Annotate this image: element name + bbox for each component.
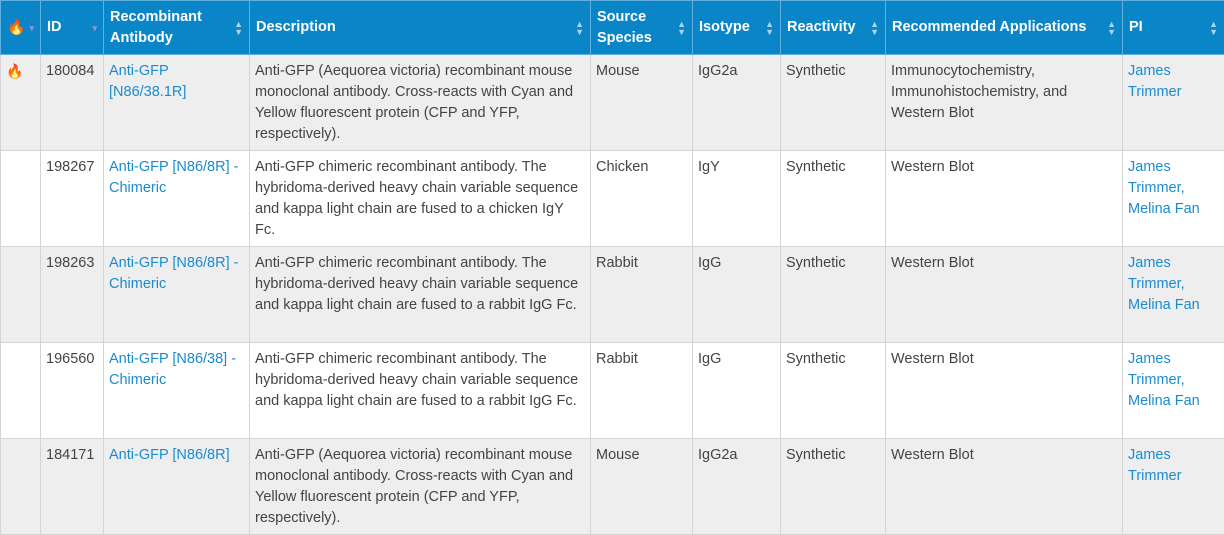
sort-icon: ▲▼ — [1107, 20, 1116, 36]
sort-icon: ▲▼ — [870, 20, 879, 36]
reactivity-cell: Synthetic — [781, 439, 886, 535]
header-isotype[interactable]: Isotype▲▼ — [693, 1, 781, 55]
reactivity-cell: Synthetic — [781, 55, 886, 151]
header-species[interactable]: Source Species▲▼ — [591, 1, 693, 55]
antibody-cell: Anti-GFP [N86/38.1R] — [104, 55, 250, 151]
header-antibody[interactable]: Recombinant Antibody▲▼ — [104, 1, 250, 55]
isotype-cell: IgG2a — [693, 439, 781, 535]
flame-icon: 🔥 — [7, 19, 26, 36]
reactivity-cell: Synthetic — [781, 343, 886, 439]
id-cell: 196560 — [41, 343, 104, 439]
header-applications[interactable]: Recommended Applications▲▼ — [886, 1, 1123, 55]
isotype-cell: IgY — [693, 151, 781, 247]
sort-icon: ▲▼ — [1209, 20, 1218, 36]
description-cell: Anti-GFP chimeric recombinant antibody. … — [250, 247, 591, 343]
applications-cell: Immunocytochemistry, Immunohistochemistr… — [886, 55, 1123, 151]
pi-link[interactable]: James Trimmer, Melina Fan — [1128, 255, 1200, 313]
id-cell: 198263 — [41, 247, 104, 343]
header-hot[interactable]: 🔥▾ — [1, 1, 41, 55]
hot-cell — [1, 343, 41, 439]
antibody-cell: Anti-GFP [N86/38] - Chimeric — [104, 343, 250, 439]
description-cell: Anti-GFP (Aequorea victoria) recombinant… — [250, 439, 591, 535]
isotype-cell: IgG2a — [693, 55, 781, 151]
species-cell: Rabbit — [591, 343, 693, 439]
antibody-cell: Anti-GFP [N86/8R] — [104, 439, 250, 535]
antibody-link[interactable]: Anti-GFP [N86/38] - Chimeric — [109, 351, 236, 388]
description-cell: Anti-GFP chimeric recombinant antibody. … — [250, 151, 591, 247]
applications-cell: Western Blot — [886, 439, 1123, 535]
description-cell: Anti-GFP chimeric recombinant antibody. … — [250, 343, 591, 439]
hot-cell — [1, 151, 41, 247]
antibody-link[interactable]: Anti-GFP [N86/38.1R] — [109, 63, 186, 100]
sort-icon: ▲▼ — [677, 20, 686, 36]
pi-cell: James Trimmer — [1123, 55, 1224, 151]
flame-icon: 🔥 — [6, 63, 23, 79]
applications-cell: Western Blot — [886, 247, 1123, 343]
hot-cell — [1, 439, 41, 535]
species-cell: Rabbit — [591, 247, 693, 343]
reactivity-cell: Synthetic — [781, 247, 886, 343]
pi-cell: James Trimmer, Melina Fan — [1123, 151, 1224, 247]
sort-icon: ▲▼ — [234, 20, 243, 36]
hot-cell: 🔥 — [1, 55, 41, 151]
header-pi[interactable]: PI▲▼ — [1123, 1, 1224, 55]
sort-desc-icon: ▾ — [29, 24, 34, 32]
sort-icon: ▲▼ — [765, 20, 774, 36]
sort-desc-icon: ▾ — [92, 24, 97, 32]
pi-link[interactable]: James Trimmer — [1128, 447, 1181, 484]
id-cell: 198267 — [41, 151, 104, 247]
applications-cell: Western Blot — [886, 151, 1123, 247]
antibody-cell: Anti-GFP [N86/8R] - Chimeric — [104, 247, 250, 343]
isotype-cell: IgG — [693, 343, 781, 439]
reactivity-cell: Synthetic — [781, 151, 886, 247]
table-row: 184171 Anti-GFP [N86/8R] Anti-GFP (Aequore… — [1, 439, 1224, 535]
header-id[interactable]: ID▾ — [41, 1, 104, 55]
pi-link[interactable]: James Trimmer, Melina Fan — [1128, 159, 1200, 217]
pi-link[interactable]: James Trimmer — [1128, 63, 1181, 100]
species-cell: Mouse — [591, 55, 693, 151]
antibody-link[interactable]: Anti-GFP [N86/8R] — [109, 447, 230, 463]
hot-cell — [1, 247, 41, 343]
species-cell: Chicken — [591, 151, 693, 247]
antibody-cell: Anti-GFP [N86/8R] - Chimeric — [104, 151, 250, 247]
header-description[interactable]: Description▲▼ — [250, 1, 591, 55]
species-cell: Mouse — [591, 439, 693, 535]
id-cell: 180084 — [41, 55, 104, 151]
header-reactivity[interactable]: Reactivity▲▼ — [781, 1, 886, 55]
header-row: 🔥▾ ID▾ Recombinant Antibody▲▼ Descriptio… — [1, 1, 1224, 55]
pi-cell: James Trimmer, Melina Fan — [1123, 343, 1224, 439]
antibody-link[interactable]: Anti-GFP [N86/8R] - Chimeric — [109, 159, 238, 196]
description-cell: Anti-GFP (Aequorea victoria) recombinant… — [250, 55, 591, 151]
pi-cell: James Trimmer — [1123, 439, 1224, 535]
pi-link[interactable]: James Trimmer, Melina Fan — [1128, 351, 1200, 409]
isotype-cell: IgG — [693, 247, 781, 343]
sort-icon: ▲▼ — [575, 20, 584, 36]
applications-cell: Western Blot — [886, 343, 1123, 439]
pi-cell: James Trimmer, Melina Fan — [1123, 247, 1224, 343]
antibody-link[interactable]: Anti-GFP [N86/8R] - Chimeric — [109, 255, 238, 292]
id-cell: 184171 — [41, 439, 104, 535]
